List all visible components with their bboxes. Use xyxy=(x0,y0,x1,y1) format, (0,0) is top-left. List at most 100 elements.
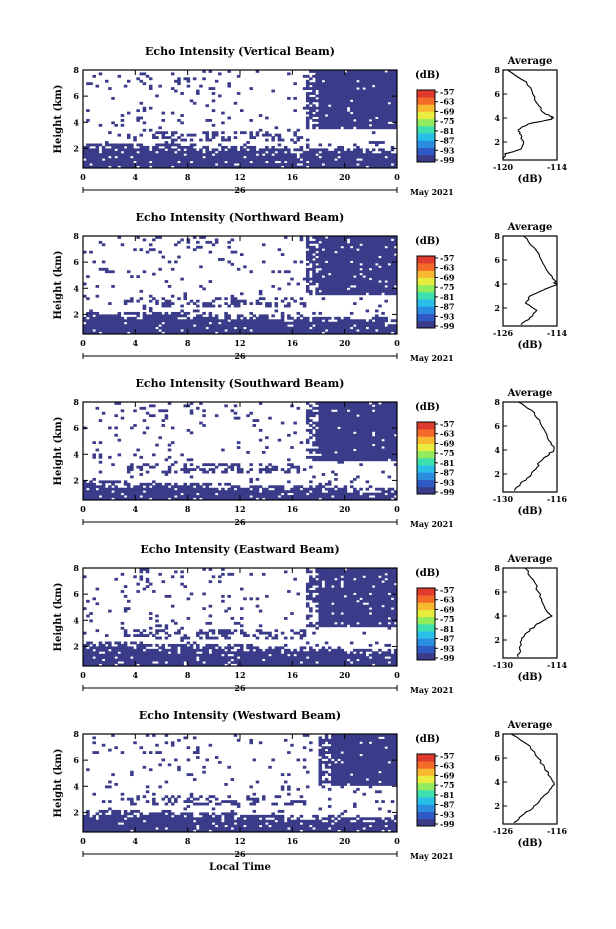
heatmap-cell xyxy=(340,275,345,279)
heatmap-cell xyxy=(192,492,197,496)
heatmap-cell xyxy=(365,121,370,125)
heatmap-cell xyxy=(133,424,137,427)
heatmap-cell xyxy=(189,468,194,471)
heatmap-cell xyxy=(152,485,156,489)
heatmap-cell xyxy=(189,326,194,330)
heatmap-cell xyxy=(120,321,125,325)
heatmap-cell xyxy=(126,136,131,139)
heatmap-cell xyxy=(148,324,153,328)
heatmap-cell xyxy=(126,492,131,496)
heatmap-cell xyxy=(381,324,385,328)
heatmap-cell xyxy=(243,158,247,162)
heatmap-cell xyxy=(321,96,326,100)
heatmap-cell xyxy=(371,260,376,264)
heatmap-cell xyxy=(356,455,360,459)
heatmap-cell xyxy=(309,485,313,489)
heatmap-cell xyxy=(142,651,147,655)
heatmap-cell xyxy=(321,329,326,332)
heatmap-cell xyxy=(214,324,219,328)
heatmap-cell xyxy=(375,331,379,335)
heatmap-cell xyxy=(174,260,178,264)
heatmap-cell xyxy=(139,465,144,469)
heatmap-cell xyxy=(315,326,319,330)
heatmap-cell xyxy=(315,163,319,166)
heatmap-cell xyxy=(293,431,297,435)
heatmap-cell xyxy=(246,153,250,157)
heatmap-cell xyxy=(340,243,345,247)
heatmap-cell xyxy=(224,331,228,335)
heatmap-cell xyxy=(152,314,156,318)
heatmap-cell xyxy=(261,165,266,169)
heatmap-cell xyxy=(287,304,291,308)
heatmap-cell xyxy=(161,255,166,259)
heatmap-cell xyxy=(199,160,203,164)
heatmap-cell xyxy=(337,331,341,335)
heatmap-cell xyxy=(139,490,144,494)
heatmap-cell xyxy=(218,72,222,76)
heatmap-cell xyxy=(393,402,398,405)
heatmap-cell xyxy=(331,441,335,445)
heatmap-cell xyxy=(117,480,122,484)
heatmap-cell xyxy=(337,240,341,244)
heatmap-cell xyxy=(327,163,332,166)
heatmap-cell xyxy=(221,145,225,149)
heatmap-cell xyxy=(277,490,282,494)
heatmap-cell xyxy=(233,319,238,323)
heatmap-cell xyxy=(318,485,323,489)
heatmap-cell xyxy=(302,153,307,157)
heatmap-cell xyxy=(349,158,354,162)
heatmap-cell xyxy=(321,495,326,498)
heatmap-cell xyxy=(368,255,373,259)
heatmap-cell xyxy=(312,487,316,491)
heatmap-cell xyxy=(255,165,260,169)
heatmap-cell xyxy=(324,482,329,486)
heatmap-cell xyxy=(95,587,100,591)
heatmap-cell xyxy=(353,121,357,125)
heatmap-cell xyxy=(299,329,304,332)
heatmap-cell xyxy=(387,165,392,169)
heatmap-cell xyxy=(309,99,313,103)
heatmap-cell xyxy=(371,101,376,105)
heatmap-cell xyxy=(240,319,244,323)
heatmap-cell xyxy=(271,485,275,489)
heatmap-cell xyxy=(268,416,272,420)
heatmap-cell xyxy=(337,77,341,81)
heatmap-cell xyxy=(356,92,360,95)
heatmap-cell xyxy=(158,314,162,318)
heatmap-cell xyxy=(343,292,348,296)
heatmap-cell xyxy=(293,490,297,494)
heatmap-cell xyxy=(334,287,338,291)
heatmap-cell xyxy=(353,253,357,256)
heatmap-cell xyxy=(365,402,370,405)
heatmap-cell xyxy=(240,329,244,332)
heatmap-cell xyxy=(230,153,235,157)
heatmap-cell xyxy=(142,331,147,335)
heatmap-cell xyxy=(381,426,385,430)
heatmap-cell xyxy=(381,114,385,117)
heatmap-cell xyxy=(378,451,382,454)
heatmap-cell xyxy=(92,646,96,650)
heatmap-cell xyxy=(353,492,357,496)
heatmap-cell xyxy=(327,275,332,279)
heatmap-cell xyxy=(136,661,140,664)
heatmap-cell xyxy=(224,490,228,494)
heatmap-cell xyxy=(101,326,106,330)
heatmap-cell xyxy=(145,329,150,332)
heatmap-cell xyxy=(277,485,282,489)
heatmap-cell xyxy=(104,270,109,274)
heatmap-cell xyxy=(375,280,379,283)
heatmap-cell xyxy=(393,289,398,293)
heatmap-cell xyxy=(211,123,216,127)
heatmap-cell xyxy=(155,165,159,169)
heatmap-cell xyxy=(384,82,388,86)
heatmap-cell xyxy=(312,165,316,169)
heatmap-cell xyxy=(362,411,366,415)
heatmap-cell xyxy=(199,319,203,323)
heatmap-cell xyxy=(221,121,225,125)
heatmap-cell xyxy=(315,495,319,498)
heatmap-cell xyxy=(161,304,166,308)
heatmap-cell xyxy=(271,314,275,318)
heatmap-cell xyxy=(293,158,297,162)
heatmap-cell xyxy=(359,236,363,239)
heatmap-cell xyxy=(101,490,106,494)
